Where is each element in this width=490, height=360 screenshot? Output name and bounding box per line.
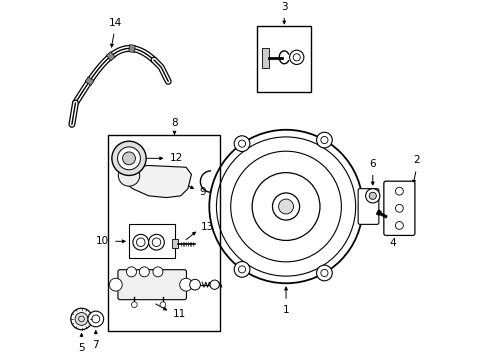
Circle shape <box>118 165 140 186</box>
Text: 11: 11 <box>173 309 186 319</box>
Bar <box>129 224 175 258</box>
Circle shape <box>369 192 376 199</box>
Text: 12: 12 <box>170 153 183 163</box>
Circle shape <box>122 152 135 165</box>
Bar <box>85 77 94 85</box>
Text: 14: 14 <box>108 18 122 28</box>
Circle shape <box>153 267 163 277</box>
Circle shape <box>234 261 250 277</box>
Circle shape <box>148 234 164 250</box>
Circle shape <box>131 302 137 307</box>
Text: 6: 6 <box>369 159 376 169</box>
Circle shape <box>118 147 141 170</box>
Text: 9: 9 <box>199 186 206 197</box>
Text: 7: 7 <box>93 340 99 350</box>
Bar <box>262 48 269 68</box>
Circle shape <box>279 199 294 214</box>
Circle shape <box>109 278 122 291</box>
Bar <box>257 26 311 92</box>
Polygon shape <box>123 166 192 198</box>
Circle shape <box>88 311 104 327</box>
Circle shape <box>366 189 380 203</box>
Circle shape <box>180 278 193 291</box>
Bar <box>106 51 115 61</box>
Text: 2: 2 <box>413 156 419 166</box>
Circle shape <box>160 302 166 307</box>
Circle shape <box>126 267 137 277</box>
Circle shape <box>317 265 332 281</box>
Circle shape <box>210 280 220 289</box>
Circle shape <box>75 312 88 325</box>
Text: 1: 1 <box>283 305 290 315</box>
Circle shape <box>139 267 149 277</box>
Circle shape <box>71 308 92 330</box>
Bar <box>108 135 220 332</box>
Text: 4: 4 <box>390 238 396 248</box>
Circle shape <box>317 132 332 148</box>
Bar <box>172 239 177 248</box>
Circle shape <box>290 50 304 64</box>
Circle shape <box>190 279 200 290</box>
Text: 3: 3 <box>281 2 288 12</box>
FancyBboxPatch shape <box>384 181 415 235</box>
Circle shape <box>133 234 148 250</box>
Bar <box>129 45 135 53</box>
Text: 5: 5 <box>78 343 85 353</box>
Text: 10: 10 <box>96 236 109 246</box>
FancyBboxPatch shape <box>118 270 187 300</box>
Circle shape <box>272 193 299 220</box>
Circle shape <box>112 141 146 175</box>
Text: 8: 8 <box>171 118 178 128</box>
Text: 13: 13 <box>200 222 214 232</box>
FancyBboxPatch shape <box>358 189 379 224</box>
Circle shape <box>234 136 250 152</box>
